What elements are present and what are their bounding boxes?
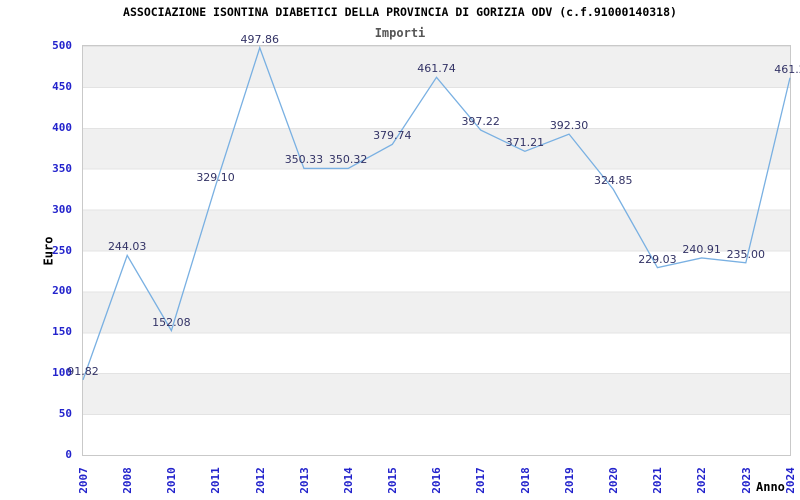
data-point-label: 235.00 [726, 247, 766, 261]
x-tick-label-text: 2019 [562, 466, 576, 494]
x-axis-title: Anno [756, 480, 785, 494]
data-point-label: 324.85 [594, 174, 633, 188]
data-point-label: 91.82 [67, 364, 99, 378]
x-tick-label-text: 2015 [385, 466, 399, 494]
x-tick-label: 2010 [162, 461, 180, 499]
x-tick-label-text: 2018 [518, 466, 532, 494]
data-point-label: 350.33 [284, 153, 324, 167]
x-tick-label-text: 2023 [739, 466, 753, 494]
y-tick-label: 250 [52, 243, 72, 257]
line-series-svg [82, 45, 791, 381]
y-tick-label: 400 [52, 120, 72, 134]
y-tick-label: 50 [58, 407, 72, 421]
x-tick-label-text: 2020 [606, 466, 620, 494]
series-line [82, 45, 791, 381]
x-tick-label-text: 2017 [474, 466, 488, 494]
y-tick-label: 200 [52, 284, 72, 298]
y-tick-label: 500 [52, 39, 72, 52]
x-tick-label: 2022 [693, 461, 711, 499]
x-tick-label: 2014 [339, 461, 357, 499]
data-point-label: 379.74 [373, 129, 412, 143]
x-tick-label: 2018 [516, 461, 534, 499]
data-point-label: 152.08 [152, 315, 191, 329]
y-tick-label: 350 [52, 161, 72, 175]
data-point-label: 461.74 [417, 62, 456, 76]
y-tick-label: 150 [52, 325, 72, 339]
x-tick-label: 2011 [207, 461, 225, 499]
data-point-label: 240.91 [682, 242, 721, 256]
data-point-label: 397.22 [461, 115, 500, 129]
data-point-label: 329.10 [196, 170, 235, 184]
x-tick-label-text: 2010 [164, 466, 178, 494]
data-point-label: 350.32 [328, 153, 368, 167]
x-tick-label: 2020 [604, 461, 622, 499]
data-point-label: 392.30 [549, 119, 589, 133]
y-tick-label: 450 [52, 79, 72, 93]
x-tick-label-text: 2022 [695, 466, 709, 494]
data-point-label: 229.03 [638, 252, 677, 266]
x-tick-label-text: 2012 [253, 466, 267, 494]
x-tick-label: 2012 [251, 461, 269, 499]
x-tick-label: 2017 [472, 461, 490, 499]
y-tick-label: 300 [52, 202, 72, 216]
x-tick-label-text: 2013 [297, 466, 311, 494]
x-tick-label: 2021 [648, 461, 666, 499]
chart-subtitle: Importi [374, 26, 426, 40]
x-tick-label-text: 2008 [120, 466, 134, 494]
y-tick-label: 0 [65, 448, 72, 461]
x-tick-label: 2007 [74, 461, 92, 499]
x-tick-label: 2016 [428, 461, 446, 499]
x-tick-label-text: 2024 [783, 466, 797, 494]
x-tick-label: 2013 [295, 461, 313, 499]
x-tick-label: 2015 [383, 461, 401, 499]
x-tick-label: 2008 [118, 461, 136, 499]
x-tick-label: 2023 [737, 461, 755, 499]
data-point-label: 371.21 [505, 136, 545, 150]
data-point-label: 497.86 [240, 32, 280, 46]
x-tick-label-text: 2021 [650, 466, 664, 494]
chart-title: ASSOCIAZIONE ISONTINA DIABETICI DELLA PR… [123, 5, 677, 19]
x-tick-label-text: 2011 [209, 466, 223, 494]
x-tick-label: 2019 [560, 461, 578, 499]
plot-area [82, 45, 791, 456]
x-tick-label-text: 2016 [430, 466, 443, 494]
x-tick-label-text: 2014 [341, 466, 355, 494]
data-point-label: 461.2 [774, 62, 800, 76]
x-tick-label-text: 2007 [76, 466, 90, 494]
data-point-label: 244.03 [107, 240, 147, 254]
y-tick-label: 100 [52, 366, 72, 380]
